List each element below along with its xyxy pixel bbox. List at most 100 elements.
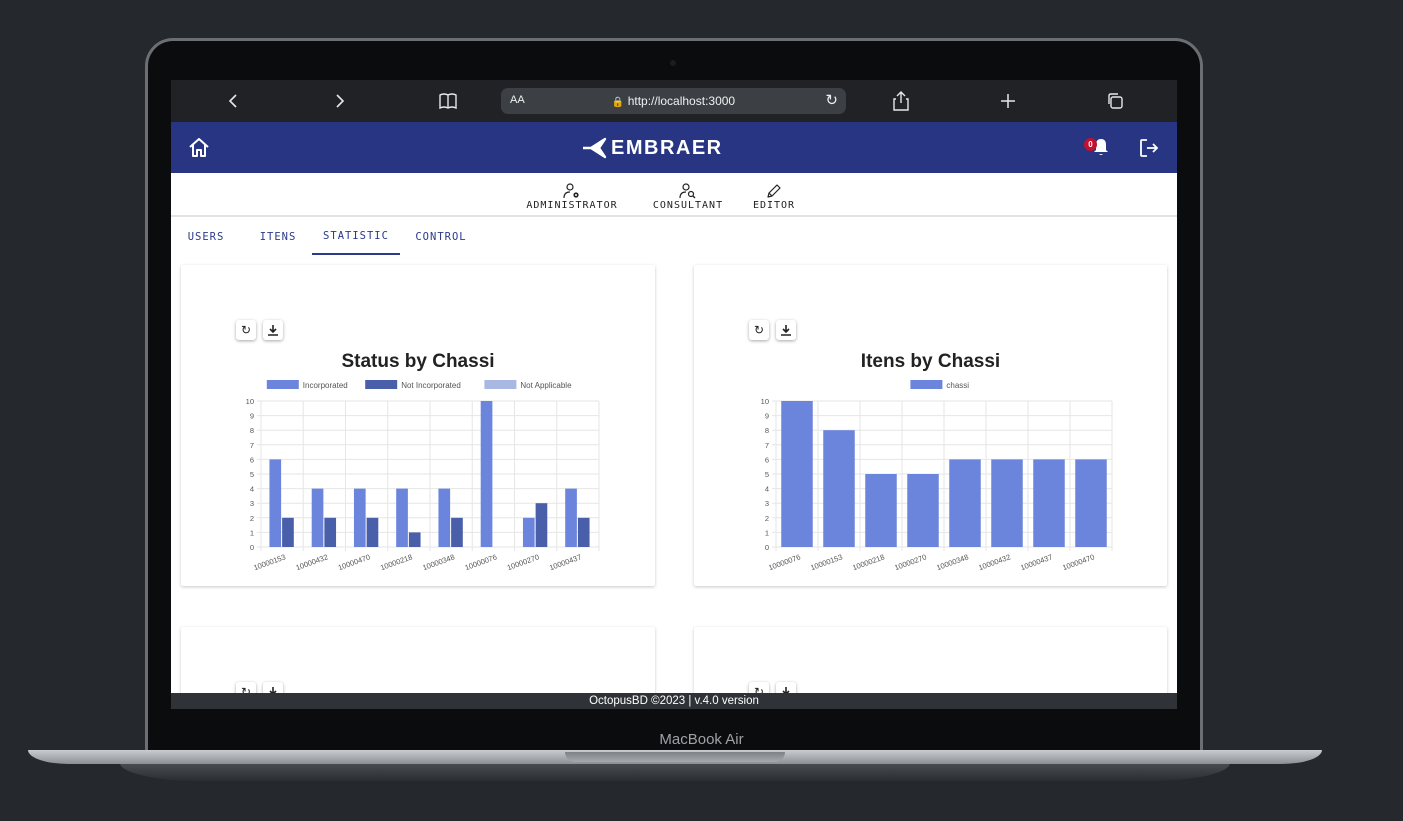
itens-chart-card: ↻ Itens by Chassi chassi 0 1 2 3 4 5 6 7 8 9 10 1000…	[694, 265, 1167, 586]
bar	[865, 474, 897, 547]
role-label: ADMINISTRATOR	[526, 200, 618, 211]
refresh-icon: ↻	[753, 685, 765, 699]
x-tick-label: 10000270	[506, 552, 540, 572]
bar	[438, 488, 451, 547]
tabs-overview-icon[interactable]	[1103, 89, 1127, 113]
bar	[823, 430, 855, 547]
x-tick-label: 10000153	[252, 552, 286, 572]
legend-swatch	[365, 380, 398, 389]
chart-title: Itens by Chassi	[860, 351, 1001, 372]
y-tick-label: 3	[250, 499, 254, 508]
y-tick-label: 9	[250, 412, 254, 421]
y-tick-label: 10	[761, 397, 769, 406]
download-button[interactable]	[263, 320, 283, 340]
y-tick-label: 7	[765, 441, 769, 450]
bar	[781, 401, 813, 547]
y-tick-label: 0	[765, 543, 769, 552]
legend-label: Incorporated	[303, 381, 348, 390]
y-tick-label: 5	[765, 470, 769, 479]
laptop-notch	[565, 752, 785, 762]
bar	[366, 517, 379, 547]
x-tick-label: 10000437	[548, 552, 582, 572]
y-tick-label: 4	[250, 485, 254, 494]
y-tick-label: 6	[765, 455, 769, 464]
x-tick-label: 10000470	[337, 552, 371, 572]
refresh-icon: ↻	[240, 685, 252, 699]
bar	[1033, 459, 1065, 547]
role-label: CONSULTANT	[652, 200, 724, 211]
x-tick-label: 10000218	[851, 552, 885, 572]
device-label: MacBook Air	[659, 731, 744, 748]
share-icon[interactable]	[889, 89, 913, 113]
itens-chart: chassi 0 1 2 3 4 5 6 7 8 9 10 10000076 10000153 100002…	[761, 380, 1113, 572]
tab-bar: USERS ITENS STATISTIC CONTROL	[171, 219, 1177, 255]
role-consultant[interactable]: CONSULTANT	[644, 183, 732, 211]
chart-title: Status by Chassi	[341, 351, 495, 372]
tab-itens[interactable]: ITENS	[259, 231, 297, 243]
bar	[353, 488, 366, 547]
y-tick-label: 2	[765, 514, 769, 523]
y-tick-label: 2	[250, 514, 254, 523]
notifications-button[interactable]: 0	[1084, 136, 1110, 160]
x-tick-label: 10000437	[1019, 552, 1053, 572]
bar	[269, 459, 282, 547]
y-tick-label: 10	[246, 397, 254, 406]
legend-swatch	[484, 380, 517, 389]
download-button[interactable]	[776, 320, 796, 340]
legend-label: Not Incorporated	[401, 381, 461, 390]
y-tick-label: 4	[765, 485, 769, 494]
app-header: EMBRAER 0	[171, 122, 1177, 173]
refresh-button[interactable]: ↻	[749, 320, 769, 340]
bar	[408, 532, 421, 547]
logout-icon[interactable]	[1137, 136, 1161, 160]
tab-statistic[interactable]: STATISTIC	[312, 219, 400, 255]
forward-icon[interactable]	[328, 89, 352, 113]
legend-swatch	[266, 380, 299, 389]
notification-badge: 0	[1084, 138, 1097, 151]
x-tick-label: 10000470	[1061, 552, 1095, 572]
x-tick-label: 10000348	[935, 552, 969, 572]
bookmarks-icon[interactable]	[436, 89, 460, 113]
text-size-button[interactable]: AA	[510, 94, 525, 106]
y-tick-label: 0	[250, 543, 254, 552]
address-bar[interactable]: AA 🔒 http://localhost:3000 ↻	[501, 88, 846, 114]
bar	[396, 488, 408, 547]
y-tick-label: 1	[765, 528, 769, 537]
refresh-icon: ↻	[240, 323, 252, 337]
x-tick-label: 10000432	[295, 552, 329, 572]
new-tab-icon[interactable]	[996, 89, 1020, 113]
bell-icon	[1094, 139, 1108, 155]
y-tick-label: 8	[765, 426, 769, 435]
bar	[522, 517, 535, 547]
y-tick-label: 1	[250, 528, 254, 537]
y-tick-label: 3	[765, 499, 769, 508]
y-tick-label: 8	[250, 426, 254, 435]
role-editor[interactable]: EDITOR	[749, 183, 799, 211]
role-bar: ADMINISTRATOR CONSULTANT EDITOR	[171, 173, 1177, 217]
embraer-logo-icon	[583, 137, 607, 159]
statistics-content: ↻ Status by Chassi Incorporated Not Incor…	[171, 255, 1177, 709]
url-value: http://localhost:3000	[627, 94, 736, 108]
bar	[1075, 459, 1107, 547]
home-icon[interactable]	[187, 136, 211, 160]
y-tick-label: 5	[250, 470, 254, 479]
reload-icon[interactable]: ↻	[825, 92, 838, 109]
bar	[577, 517, 590, 547]
pencil-icon	[767, 184, 781, 198]
refresh-icon: ↻	[753, 323, 765, 337]
screen: AA 🔒 http://localhost:3000 ↻	[171, 80, 1177, 709]
y-tick-label: 9	[765, 412, 769, 421]
y-tick-label: 6	[250, 455, 254, 464]
legend-swatch	[910, 380, 943, 389]
tab-control[interactable]: CONTROL	[415, 231, 467, 243]
bar	[282, 517, 294, 547]
bar	[565, 488, 577, 547]
tab-users[interactable]: USERS	[187, 231, 225, 243]
refresh-button[interactable]: ↻	[236, 320, 256, 340]
role-administrator[interactable]: ADMINISTRATOR	[522, 183, 622, 211]
footer: OctopusBD ©2023 | v.4.0 version	[171, 693, 1177, 709]
lock-icon: 🔒	[611, 97, 625, 108]
browser-toolbar: AA 🔒 http://localhost:3000 ↻	[171, 80, 1177, 122]
back-icon[interactable]	[221, 89, 245, 113]
download-icon	[781, 324, 791, 336]
